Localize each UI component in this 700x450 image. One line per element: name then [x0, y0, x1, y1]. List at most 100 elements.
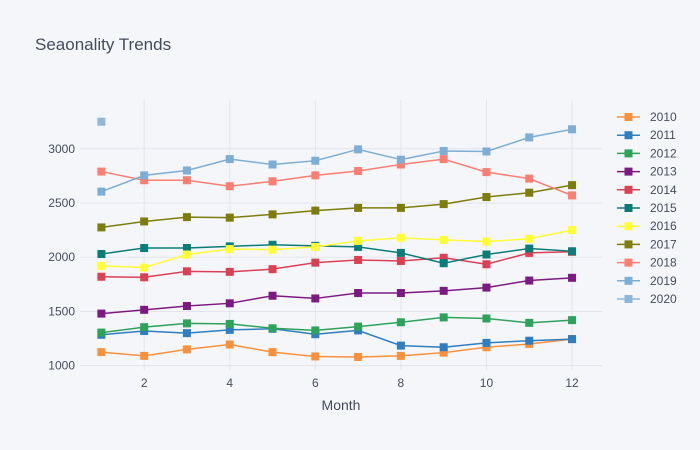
legend-label: 2020 [650, 292, 677, 306]
data-point [311, 352, 320, 361]
data-point [525, 248, 534, 257]
legend-item-2015[interactable]: 2015 [617, 201, 677, 215]
series-2015 [97, 240, 577, 268]
data-point [396, 341, 405, 350]
data-point [354, 352, 363, 361]
data-point [140, 171, 149, 180]
data-point [482, 343, 491, 352]
legend-item-2011[interactable]: 2011 [617, 128, 676, 142]
legend-item-2013[interactable]: 2013 [617, 165, 677, 179]
data-point [182, 213, 191, 222]
data-point [439, 286, 448, 295]
data-point [396, 318, 405, 327]
legend-label: 2016 [650, 219, 677, 233]
data-point [482, 147, 491, 156]
legend-swatch-marker [624, 204, 633, 212]
data-point [482, 237, 491, 246]
data-point [268, 324, 277, 333]
data-point [525, 234, 534, 243]
data-point [225, 155, 234, 164]
legend-swatch-marker [624, 240, 633, 249]
data-point [182, 319, 191, 328]
series-2018 [97, 155, 577, 200]
series-2014 [97, 247, 577, 282]
legend-item-2017[interactable]: 2017 [617, 237, 677, 251]
data-point [354, 203, 363, 212]
series-line [101, 277, 573, 315]
series-line [101, 128, 573, 193]
data-point [97, 309, 106, 318]
data-point [396, 248, 405, 257]
data-point [311, 294, 320, 303]
series-line [101, 316, 573, 334]
data-point [482, 283, 491, 292]
series-line [101, 158, 573, 197]
data-point [182, 176, 191, 185]
legend-swatch-marker [624, 149, 633, 158]
legend-item-2019[interactable]: 2019 [617, 274, 677, 288]
data-point [354, 167, 363, 176]
data-point [354, 322, 363, 331]
legend-item-2012[interactable]: 2012 [617, 146, 677, 160]
legend-label: 2013 [650, 165, 677, 179]
data-point [482, 168, 491, 177]
data-point [525, 336, 534, 345]
series-line [101, 184, 573, 229]
data-point [439, 313, 448, 322]
legend-swatch-marker [624, 167, 633, 176]
data-point [225, 340, 234, 349]
data-point [97, 328, 106, 337]
legend-label: 2018 [650, 256, 677, 270]
data-point [97, 348, 106, 357]
data-point [439, 200, 448, 209]
data-point [182, 244, 191, 253]
data-point [396, 351, 405, 360]
series-2013 [97, 273, 577, 318]
data-point [354, 242, 363, 251]
data-point [182, 250, 191, 259]
data-point [311, 156, 320, 165]
series-line [101, 251, 573, 279]
data-point [396, 155, 405, 164]
legend-item-2014[interactable]: 2014 [617, 183, 677, 197]
data-point [525, 244, 534, 253]
data-point [97, 261, 106, 270]
data-point [97, 249, 106, 258]
series-2016 [97, 226, 577, 272]
data-point [311, 258, 320, 267]
data-point [140, 176, 149, 185]
data-point [225, 325, 234, 334]
data-point [311, 171, 320, 180]
legend-item-2020[interactable]: 2020 [617, 292, 677, 306]
data-point [268, 245, 277, 254]
data-point [525, 276, 534, 285]
x-tick-label: 12 [565, 376, 579, 390]
data-point [182, 329, 191, 338]
series-line [101, 338, 573, 358]
data-point [354, 145, 363, 154]
legend-item-2018[interactable]: 2018 [617, 256, 677, 270]
data-point [568, 316, 577, 325]
data-point [482, 260, 491, 269]
data-point [140, 323, 149, 332]
data-point [268, 348, 277, 357]
legend-item-2016[interactable]: 2016 [617, 219, 677, 233]
data-point [439, 253, 448, 262]
y-axis-ticks: 1000 1500 2000 2500 3000 [48, 142, 75, 373]
data-point [268, 160, 277, 169]
data-point [525, 318, 534, 327]
legend[interactable]: 2010 2011 2012 2013 2014 2015 2016 2017 2018 2019… [617, 110, 677, 306]
data-point [268, 291, 277, 300]
legend-item-2010[interactable]: 2010 [617, 110, 677, 124]
data-point [140, 351, 149, 360]
data-point [354, 289, 363, 298]
x-axis-label: Month [322, 397, 361, 413]
series-line [101, 229, 573, 269]
data-point [482, 338, 491, 347]
legend-swatch-marker [624, 258, 633, 267]
data-point [568, 247, 577, 256]
data-point [396, 289, 405, 298]
data-point [525, 188, 534, 197]
data-point [568, 125, 577, 134]
